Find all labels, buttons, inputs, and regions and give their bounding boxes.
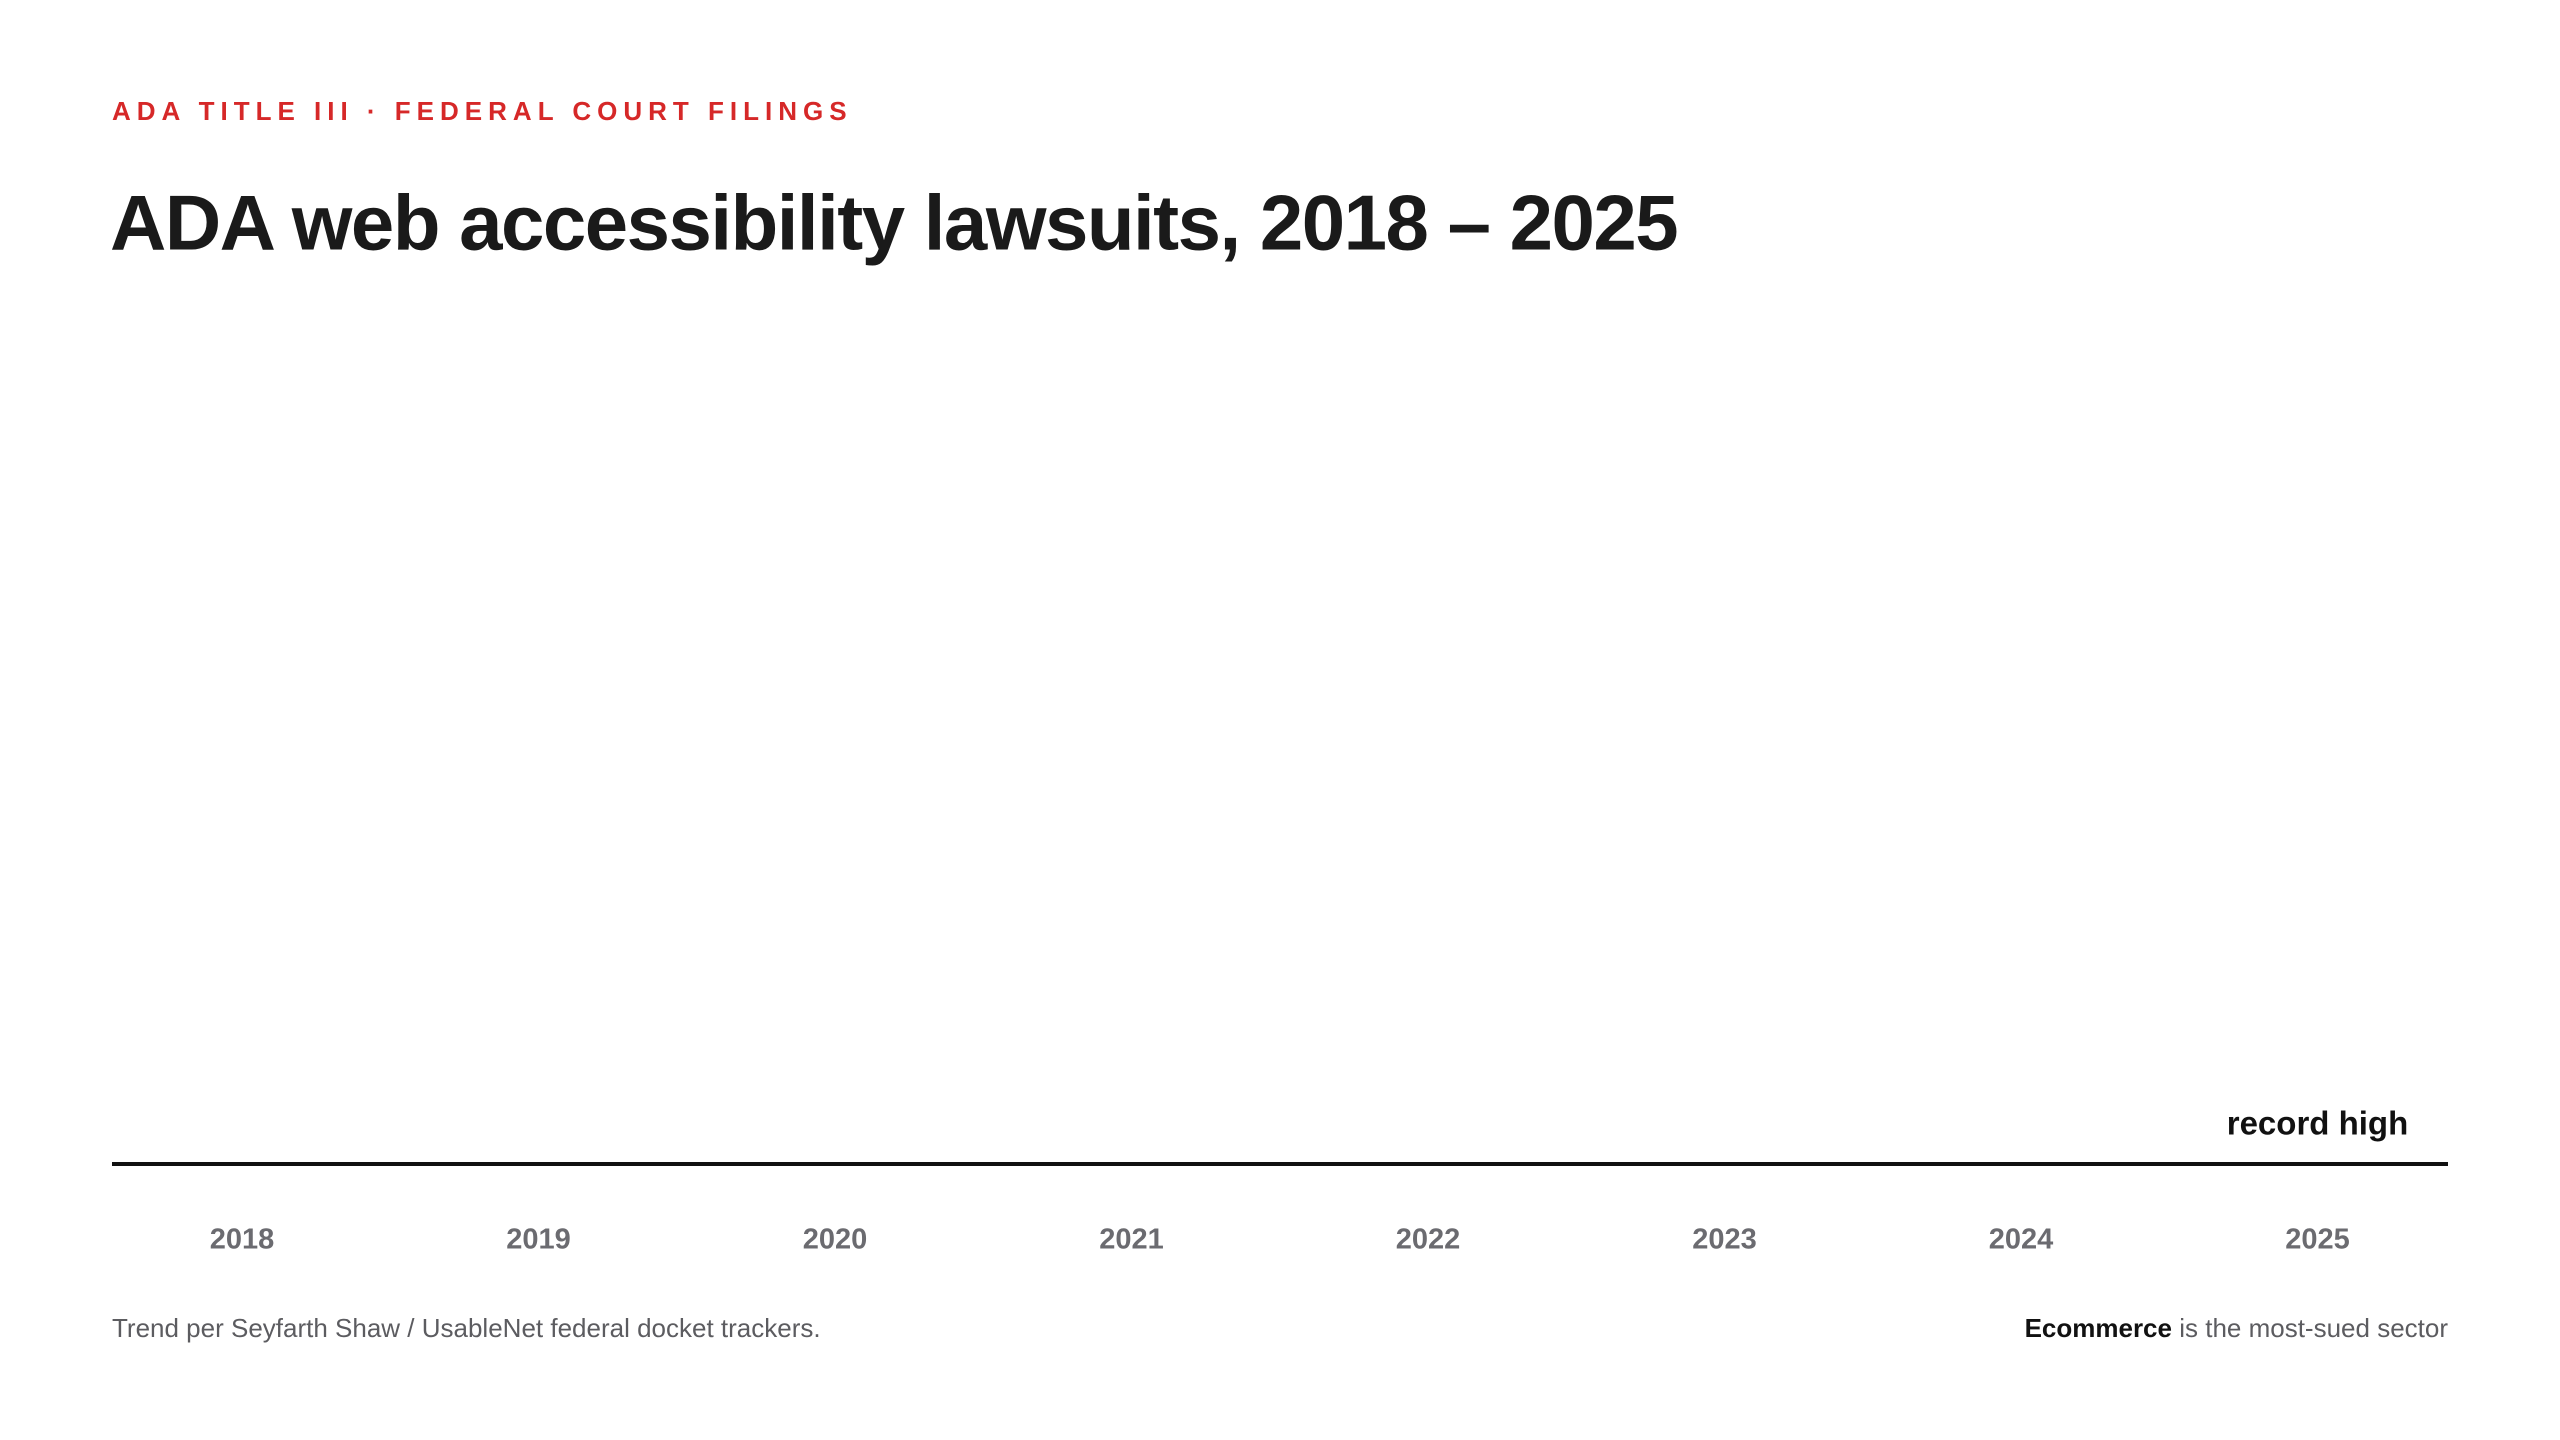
x-tick-label: 2022 — [1396, 1224, 1461, 1256]
sector-text: is the most-sued sector — [2179, 1313, 2448, 1343]
x-tick-label: 2021 — [1099, 1224, 1164, 1256]
sector-name: Ecommerce — [2025, 1313, 2172, 1343]
chart-title: ADA web accessibility lawsuits, 2018 – 2… — [110, 179, 1677, 267]
x-tick-label: 2020 — [803, 1224, 868, 1256]
x-tick-label: 2018 — [210, 1224, 275, 1256]
x-tick-label: 2024 — [1989, 1224, 2054, 1256]
kicker: ADA TITLE III · FEDERAL COURT FILINGS — [112, 96, 853, 126]
x-tick-label: 2025 — [2285, 1224, 2350, 1256]
x-tick-label: 2023 — [1692, 1224, 1757, 1256]
annotation: record high — [2227, 1105, 2409, 1142]
x-tick-label: 2019 — [506, 1224, 571, 1256]
sector-note: Ecommerce is the most-sued sector — [2025, 1313, 2449, 1343]
source-note: Trend per Seyfarth Shaw / UsableNet fede… — [112, 1313, 821, 1343]
